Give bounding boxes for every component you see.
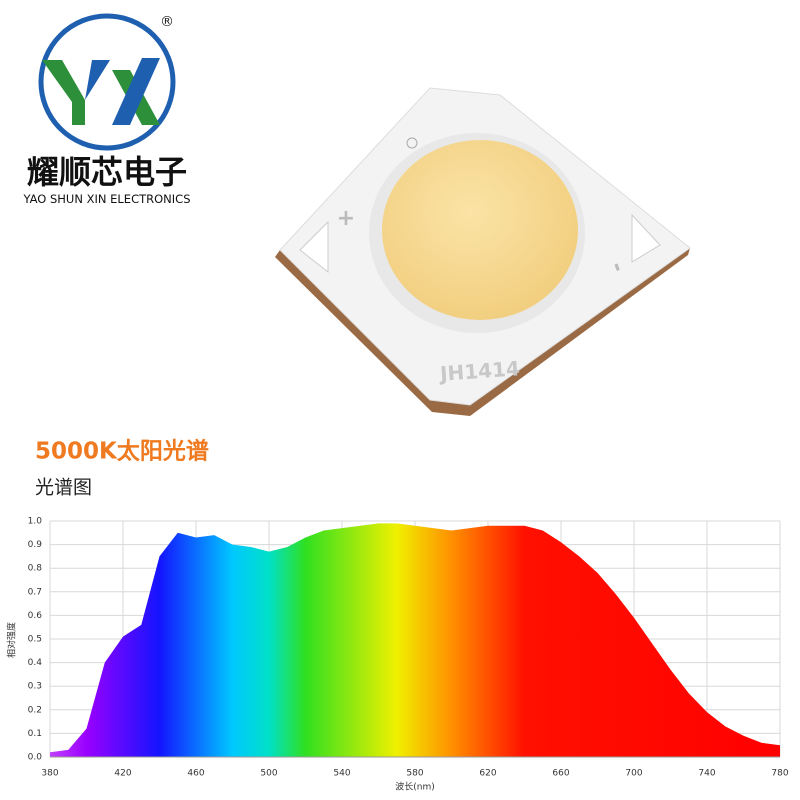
x-tick-label: 380 (41, 769, 58, 779)
x-tick-label: 540 (333, 769, 350, 779)
x-tick-label: 580 (406, 769, 423, 779)
x-axis-label: 波长(nm) (395, 781, 435, 793)
x-tick-label: 500 (260, 769, 277, 779)
y-tick-label: 0.3 (28, 682, 42, 692)
brand-en: YAO SHUN XIN ELECTRONICS (22, 192, 190, 206)
chart-subtitle: 光谱图 (35, 477, 92, 499)
y-tick-label: 0.9 (28, 540, 43, 550)
plot: 0.0 0.1 0.2 0.3 0.4 0.5 0.6 0.7 0.8 0.9 1.0 380 420 4… (28, 517, 789, 779)
y-tick-label: 0.2 (28, 705, 42, 715)
y-axis-label: 相对强度 (6, 622, 18, 658)
x-tick-label: 740 (698, 769, 715, 779)
cob-chip: + - JH1414 (275, 87, 691, 416)
chart-title: 5000K太阳光谱 (35, 438, 209, 465)
y-tick-label: 0.1 (28, 729, 42, 739)
x-tick-label: 780 (771, 769, 788, 779)
x-tick-label: 420 (114, 769, 131, 779)
model-label: JH1414 (437, 356, 520, 386)
logo: ® 耀顺芯电子 YAO SHUN XIN ELECTRONICS (22, 13, 191, 206)
brand-cn: 耀顺芯电子 (27, 153, 187, 191)
x-tick-label: 660 (552, 769, 569, 779)
y-tick-label: 0.0 (28, 753, 43, 763)
x-tick-label: 700 (625, 769, 642, 779)
y-tick-label: 1.0 (28, 517, 43, 527)
spectrum-area (50, 523, 780, 757)
y-tick-label: 0.8 (28, 564, 43, 574)
registered-mark: ® (160, 14, 174, 30)
y-tick-label: 0.4 (28, 658, 43, 668)
x-tick-label: 460 (187, 769, 204, 779)
y-tick-label: 0.5 (28, 635, 42, 645)
y-tick-label: 0.6 (28, 611, 43, 621)
y-tick-label: 0.7 (28, 587, 42, 597)
x-tick-label: 620 (479, 769, 496, 779)
plus-mark: + (337, 206, 355, 231)
